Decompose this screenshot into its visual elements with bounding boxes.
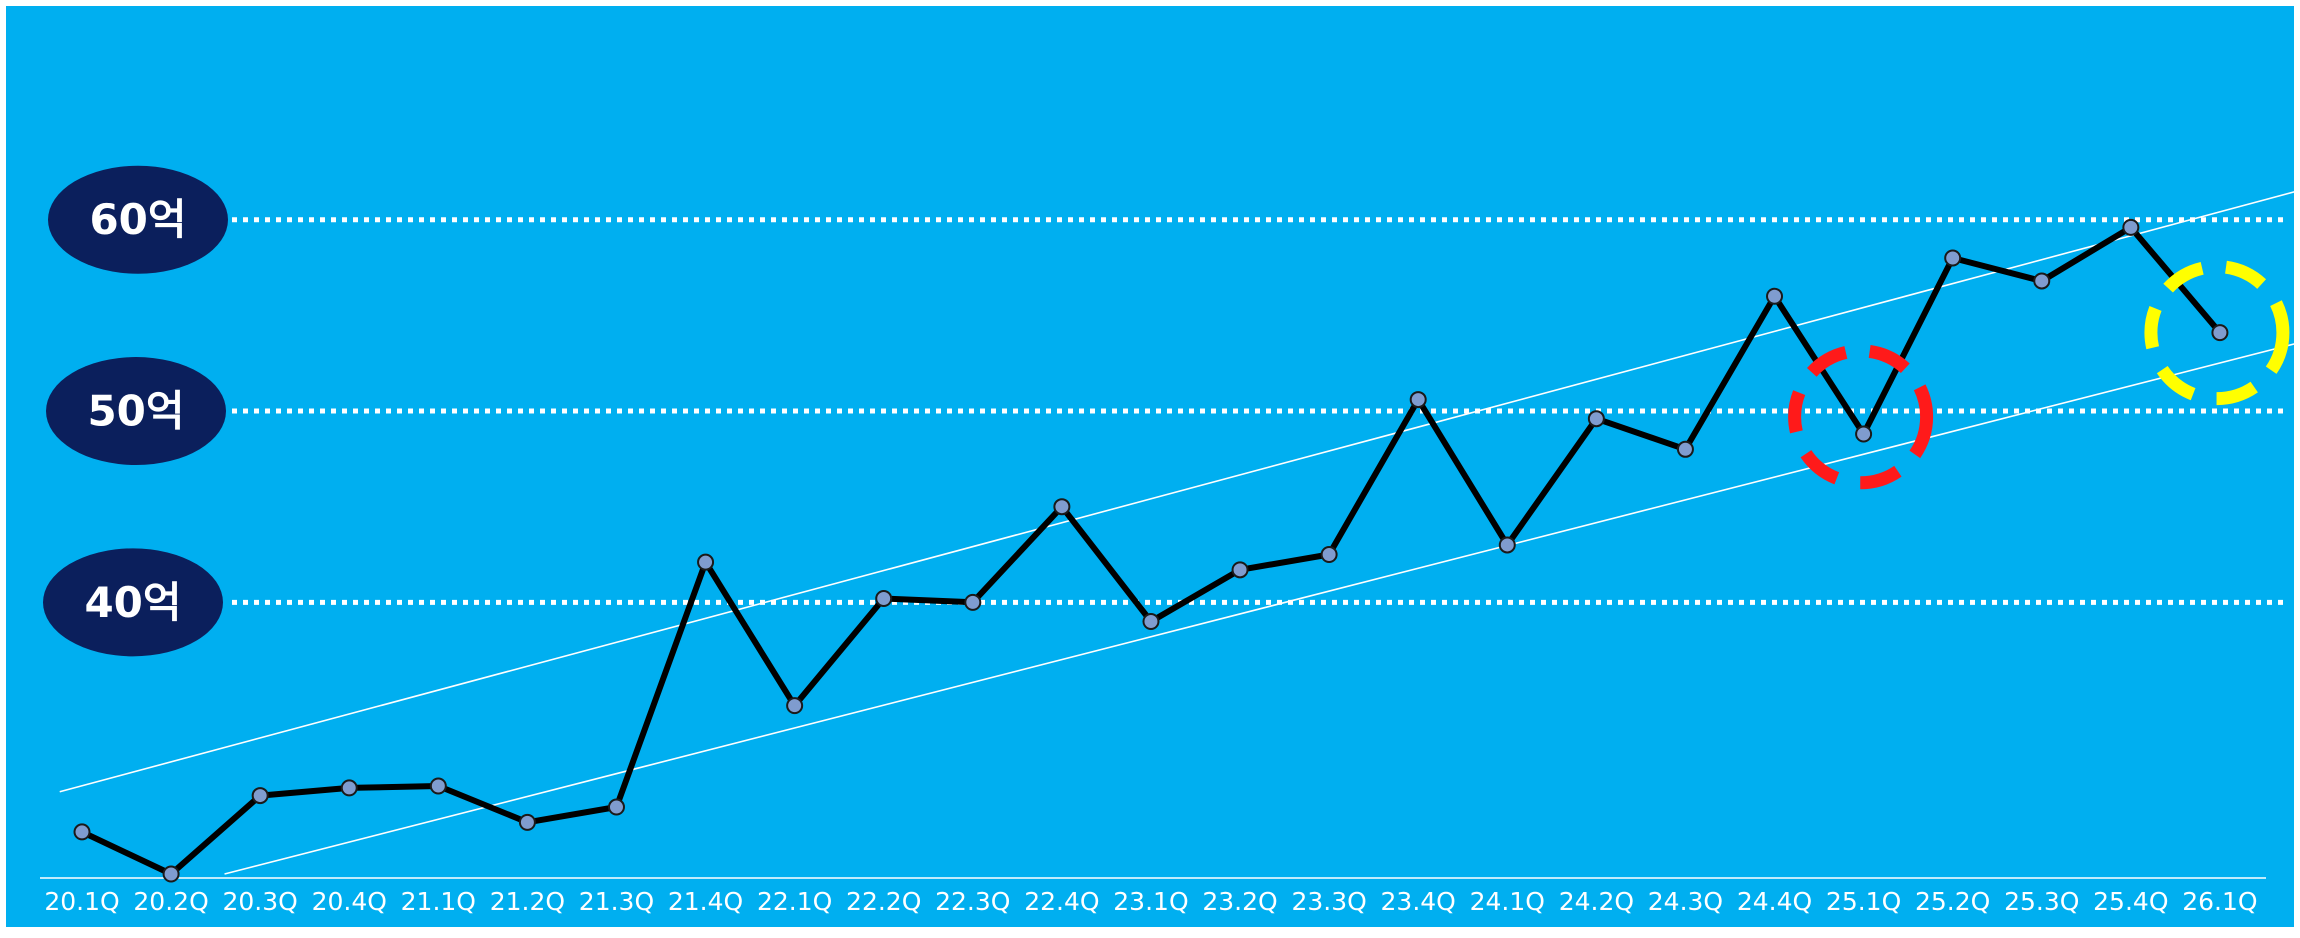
trend-channel-upper [59, 189, 2300, 793]
x-tick-label-23.4Q: 23.4Q [1381, 887, 1456, 916]
data-point-23.1Q [1142, 612, 1160, 630]
level-label-40: 40억 [84, 578, 181, 627]
highlight-circle-26.1Q [2144, 260, 2290, 406]
data-series [73, 218, 2229, 883]
data-point-20.4Q [340, 779, 358, 797]
x-tick-label-24.4Q: 24.4Q [1737, 887, 1812, 916]
data-point-20.3Q [251, 787, 269, 805]
level-badge-50 [46, 357, 226, 466]
x-tick-label-25.3Q: 25.3Q [2004, 887, 2079, 916]
x-tick-label-20.1Q: 20.1Q [44, 887, 119, 916]
data-point-23.2Q [1231, 561, 1249, 579]
x-tick-label-23.3Q: 23.3Q [1291, 887, 1366, 916]
x-axis-ticks: 20.1Q 20.2Q 20.3Q 20.4Q 21.1Q 21.2Q 21.3Q 21.4Q… [44, 887, 2257, 916]
trend-channel [59, 189, 2300, 875]
level-badge-60 [48, 165, 228, 274]
x-tick-label-24.3Q: 24.3Q [1648, 887, 1723, 916]
x-tick-label-20.4Q: 20.4Q [312, 887, 387, 916]
highlight-circle-25.1Q [1788, 344, 1934, 490]
x-tick-label-25.4Q: 25.4Q [2093, 887, 2168, 916]
data-point-21.4Q [697, 553, 715, 571]
x-tick-label-21.3Q: 21.3Q [579, 887, 654, 916]
level-label-50: 50억 [87, 387, 184, 436]
data-point-22.1Q [786, 697, 804, 715]
data-point-25.3Q [2033, 272, 2051, 290]
x-tick-label-21.4Q: 21.4Q [668, 887, 743, 916]
x-tick-label-24.2Q: 24.2Q [1559, 887, 1634, 916]
x-tick-label-23.2Q: 23.2Q [1202, 887, 1277, 916]
x-tick-label-25.1Q: 25.1Q [1826, 887, 1901, 916]
data-point-24.3Q [1676, 440, 1694, 458]
data-point-23.4Q [1409, 391, 1427, 409]
reference-levels: 60억 50억 40억 [43, 165, 2285, 657]
data-point-25.4Q [2122, 218, 2140, 236]
x-tick-label-20.3Q: 20.3Q [222, 887, 297, 916]
data-point-26.1Q [2211, 324, 2229, 342]
x-tick-label-22.2Q: 22.2Q [846, 887, 921, 916]
x-tick-label-21.2Q: 21.2Q [490, 887, 565, 916]
level-badge-40 [43, 548, 223, 657]
x-tick-label-20.2Q: 20.2Q [133, 887, 208, 916]
data-point-20.1Q [73, 823, 91, 841]
trend-channel-lower [224, 341, 2300, 875]
data-point-23.3Q [1320, 546, 1338, 564]
x-tick-label-24.1Q: 24.1Q [1470, 887, 1545, 916]
data-point-22.4Q [1053, 498, 1071, 516]
data-point-21.1Q [429, 777, 447, 795]
data-point-22.2Q [875, 590, 893, 608]
data-point-22.3Q [964, 593, 982, 611]
x-tick-label-26.1Q: 26.1Q [2182, 887, 2257, 916]
data-point-24.2Q [1587, 410, 1605, 428]
data-point-24.1Q [1498, 536, 1516, 554]
data-point-20.2Q [162, 865, 180, 883]
data-point-21.2Q [518, 813, 536, 831]
x-tick-label-25.2Q: 25.2Q [1915, 887, 1990, 916]
highlight-markers [1788, 260, 2290, 490]
level-label-60: 60억 [89, 195, 186, 244]
data-point-25.1Q [1855, 425, 1873, 443]
x-tick-label-22.1Q: 22.1Q [757, 887, 832, 916]
x-tick-label-22.4Q: 22.4Q [1024, 887, 1099, 916]
data-point-24.4Q [1766, 287, 1784, 305]
x-tick-label-22.3Q: 22.3Q [935, 887, 1010, 916]
x-tick-label-23.1Q: 23.1Q [1113, 887, 1188, 916]
data-point-21.3Q [607, 798, 625, 816]
x-tick-label-21.1Q: 21.1Q [401, 887, 476, 916]
data-point-25.2Q [1944, 249, 1962, 267]
